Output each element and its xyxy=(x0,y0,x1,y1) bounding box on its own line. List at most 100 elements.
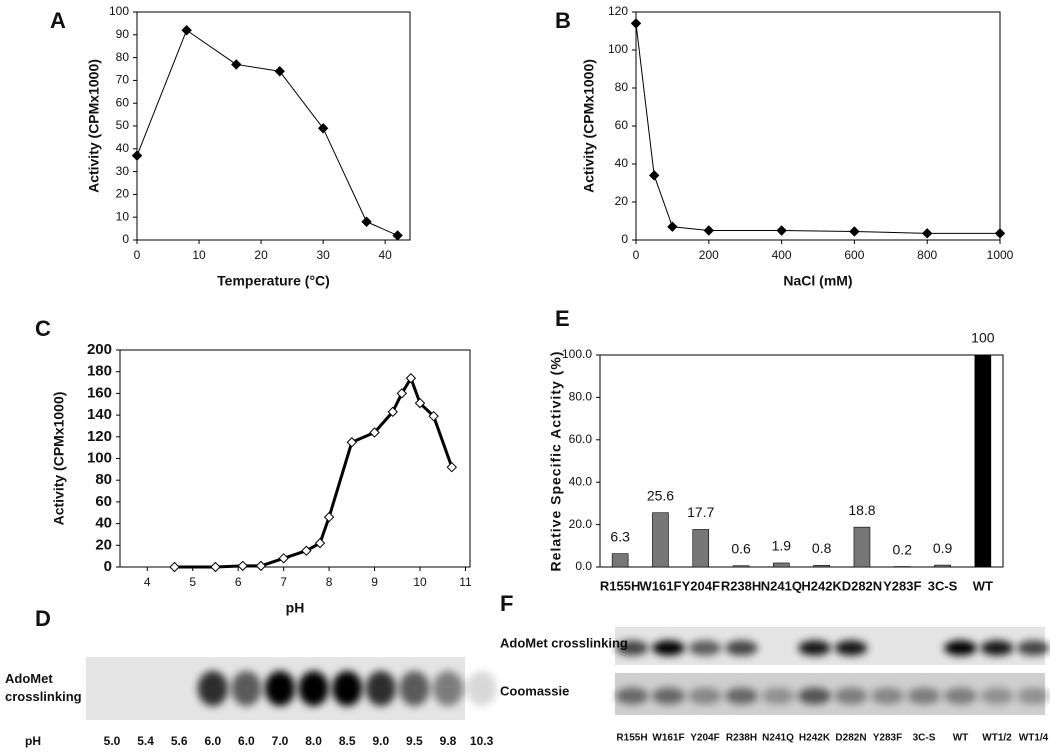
lane-label: Y283F xyxy=(873,733,902,744)
x-tick-label: 6 xyxy=(235,575,242,589)
gel-band xyxy=(231,670,262,707)
y-tick-label: 20 xyxy=(95,536,112,553)
gel-band xyxy=(688,640,722,656)
y-tick-label: 90 xyxy=(116,27,130,41)
data-point xyxy=(921,228,933,239)
value-label: 0.8 xyxy=(812,540,832,556)
x-tick-label: 4 xyxy=(144,575,151,589)
gel-band xyxy=(834,687,868,705)
y-tick-label: 0.0 xyxy=(575,559,592,573)
lane-label: R155H xyxy=(616,733,647,744)
y-tick-label: 70 xyxy=(116,73,130,87)
lane-label: W161F xyxy=(652,733,684,744)
x-tick-label: R238H xyxy=(721,578,761,593)
y-tick-label: 60 xyxy=(615,118,629,132)
gel-band xyxy=(834,640,868,656)
x-tick-label: W161F xyxy=(639,578,681,593)
y-tick-label: 60 xyxy=(95,493,112,510)
bar xyxy=(934,564,951,568)
x-tick-label: H242K xyxy=(801,578,842,593)
gel-band xyxy=(688,687,722,705)
value-label: 25.6 xyxy=(647,487,674,503)
x-tick-label: 8 xyxy=(326,575,333,589)
lane-label: WT1/2 xyxy=(982,733,1012,744)
y-tick-label: 0 xyxy=(621,232,628,246)
data-line xyxy=(174,376,454,569)
data-point xyxy=(274,66,285,77)
value-label: 0.9 xyxy=(933,540,953,556)
x-tick-label: N241Q xyxy=(761,578,802,593)
lane-label: N241Q xyxy=(762,733,794,744)
x-tick-label: 0 xyxy=(134,248,141,262)
value-label: 0.2 xyxy=(893,541,913,557)
x-tick-label: 3C-S xyxy=(928,578,958,593)
value-label: 18.8 xyxy=(848,502,875,518)
row-label-word: crosslinking xyxy=(5,689,82,704)
y-tick-label: 40 xyxy=(615,156,629,170)
lane-label: 9.5 xyxy=(406,734,423,748)
lane-label: 6.0 xyxy=(204,734,221,748)
data-point xyxy=(237,560,248,572)
y-tick-label: 160 xyxy=(87,384,112,401)
data-point xyxy=(776,225,787,236)
y-tick-label: 40 xyxy=(116,141,130,155)
row-label: AdoMet crosslinking xyxy=(5,671,82,704)
x-tick-label: 20 xyxy=(254,248,268,262)
x-tick-label: D282N xyxy=(842,578,882,593)
x-tick-label: Y283F xyxy=(883,578,921,593)
y-axis-label: Relative Specific Activity (%) xyxy=(548,351,564,572)
data-point xyxy=(361,216,372,227)
x-tick-label: 1000 xyxy=(987,248,1014,262)
gel-band xyxy=(798,640,831,656)
panel-letter: E xyxy=(555,306,570,331)
data-point xyxy=(231,59,242,70)
y-tick-label: 50 xyxy=(116,118,130,132)
x-tick-label: WT xyxy=(973,578,993,593)
data-point xyxy=(278,553,289,564)
value-label: 100 xyxy=(971,330,995,346)
data-line xyxy=(635,23,1000,234)
y-tick-label: 120 xyxy=(608,4,628,18)
gel-band xyxy=(798,687,831,705)
panel-letter: F xyxy=(500,591,513,616)
x-tick-label: 10 xyxy=(192,248,206,262)
lane-label: WT1/4 xyxy=(1019,733,1049,744)
gel-band xyxy=(197,670,228,707)
row-label-word: AdoMet xyxy=(5,671,53,686)
y-tick-label: 100 xyxy=(608,42,628,56)
x-axis-label: NaCl (mM) xyxy=(783,273,852,289)
data-point xyxy=(369,427,380,438)
lane-label: 9.8 xyxy=(440,734,457,748)
gel-band xyxy=(652,687,685,705)
y-axis-label: Activity (CPMx1000) xyxy=(581,59,597,193)
data-point xyxy=(630,18,642,29)
gel-band xyxy=(1017,687,1050,705)
gel-band xyxy=(725,640,758,656)
data-point xyxy=(255,560,267,572)
value-label: 17.7 xyxy=(687,504,714,520)
row-label: Coomassie xyxy=(500,683,569,698)
data-point xyxy=(317,123,329,134)
y-tick-label: 120 xyxy=(87,428,112,445)
x-tick-label: 11 xyxy=(459,575,472,589)
bar xyxy=(611,553,629,568)
y-tick-label: 100 xyxy=(109,4,129,18)
y-tick-label: 80.0 xyxy=(569,390,593,404)
lane-label: H242K xyxy=(799,733,831,744)
gel-band xyxy=(980,687,1014,705)
plot-frame xyxy=(119,349,471,568)
data-point xyxy=(414,397,426,409)
x-axis-label: pH xyxy=(286,600,305,616)
x-tick-label: 40 xyxy=(379,248,393,262)
data-point xyxy=(131,150,143,161)
gel-band xyxy=(725,687,758,705)
x-tick-label: 0 xyxy=(633,248,640,262)
data-point xyxy=(648,170,660,181)
y-tick-label: 40 xyxy=(95,515,112,532)
y-tick-label: 0 xyxy=(122,232,129,246)
data-point xyxy=(392,230,403,241)
data-point xyxy=(210,561,221,573)
y-tick-label: 80 xyxy=(615,80,629,94)
